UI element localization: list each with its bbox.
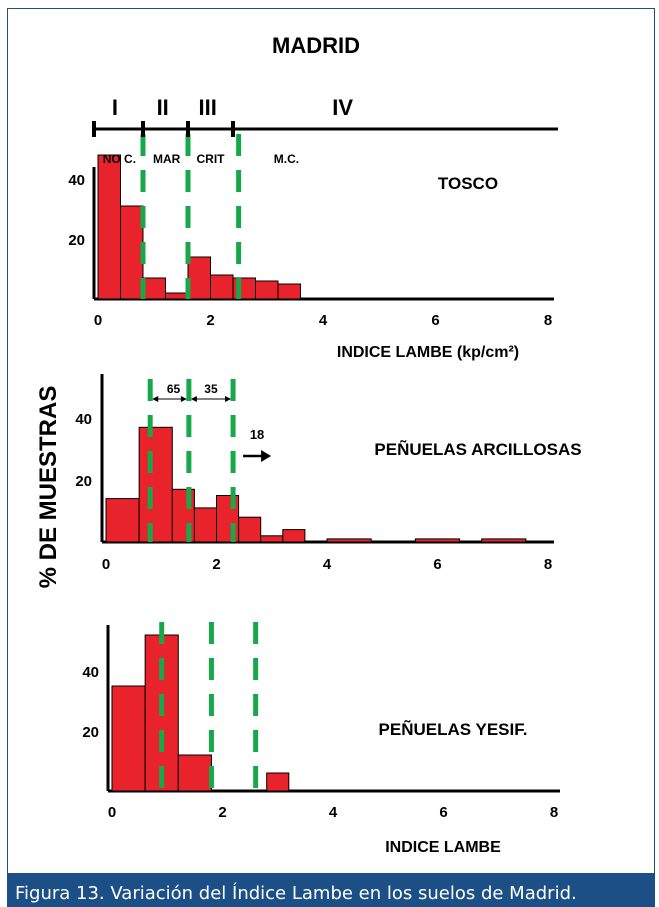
histogram-bar [277, 283, 301, 300]
y-tick-label: 40 [75, 411, 92, 428]
x-axis-label: INDICE LAMBE (kp/cm²) [337, 344, 519, 361]
x-tick-label: 4 [323, 556, 332, 573]
zone-name-label: M.C. [274, 152, 299, 166]
arrow-head [225, 396, 232, 402]
x-tick-label: 6 [433, 556, 441, 573]
histogram-bar [111, 685, 146, 792]
histogram-bar [138, 426, 173, 543]
x-tick-label: 2 [206, 312, 214, 329]
histogram-bar [266, 772, 290, 792]
histogram-bar [177, 754, 212, 792]
histogram-bar [260, 535, 284, 543]
histogram-bar [255, 280, 279, 300]
y-tick-label: 20 [82, 724, 99, 741]
figure-frame: MADRID % DE MUESTRAS 0 2 4 6 8 20 40 TOSCO INDIC… [7, 8, 655, 874]
static-layer: MADRID % DE MUESTRAS [35, 33, 360, 588]
histogram-bar [414, 538, 461, 543]
zone-roman-label: II [157, 95, 169, 120]
histogram-bar [210, 274, 234, 300]
x-tick-label: 8 [544, 312, 552, 329]
y-tick-label: 40 [68, 172, 85, 189]
arrow-head [152, 396, 159, 402]
arrow-head [190, 396, 197, 402]
histogram-bar [187, 256, 211, 300]
figure-title: MADRID [272, 33, 360, 58]
histogram-bar [282, 529, 306, 543]
zone-name-label: MAR [153, 152, 181, 166]
beyond-label: 18 [250, 427, 264, 442]
histogram-bar [105, 498, 140, 543]
caption-bar: Figura 13. Variación del Índice Lambe en… [7, 874, 655, 907]
histogram-bar [120, 205, 144, 300]
x-tick-label: 0 [108, 804, 116, 821]
beyond-arrow-head [261, 450, 272, 462]
x-tick-label: 0 [102, 556, 110, 573]
series-name: PEÑUELAS YESIF. [379, 719, 528, 739]
histogram-bar [142, 277, 166, 300]
x-tick-label: 0 [94, 312, 102, 329]
y-tick-label: 20 [68, 232, 85, 249]
figure-caption: Figura 13. Variación del Índice Lambe en… [15, 883, 577, 904]
y-tick-label: 20 [75, 473, 92, 490]
x-tick-label: 6 [439, 804, 447, 821]
x-tick-label: 6 [431, 312, 439, 329]
histogram-bar [238, 516, 262, 543]
zone-name-label: CRIT [197, 152, 226, 166]
y-axis-label: % DE MUESTRAS [35, 386, 62, 589]
series-name: TOSCO [438, 174, 498, 193]
range-label-right: 35 [204, 382, 218, 396]
histogram-bar [97, 154, 121, 300]
arrow-head [180, 396, 187, 402]
zone-roman-label: III [199, 95, 217, 120]
x-axis-label: INDICE LAMBE [385, 839, 501, 856]
x-tick-label: 8 [544, 556, 552, 573]
histogram-bar [481, 538, 527, 543]
x-tick-label: 2 [218, 804, 226, 821]
x-tick-label: 4 [319, 312, 328, 329]
histogram-bar [326, 538, 372, 543]
x-tick-label: 8 [550, 804, 558, 821]
series-name: PEÑUELAS ARCILLOSAS [374, 439, 581, 459]
histogram-bar [165, 292, 189, 300]
y-tick-label: 40 [82, 664, 99, 681]
histogram-bar [193, 507, 217, 543]
x-tick-label: 2 [212, 556, 220, 573]
zone-roman-label: IV [332, 95, 353, 120]
zone-name-label: NO C. [103, 152, 136, 166]
x-tick-label: 4 [329, 804, 338, 821]
zone-roman-label: I [112, 95, 118, 120]
range-label-left: 65 [167, 382, 181, 396]
